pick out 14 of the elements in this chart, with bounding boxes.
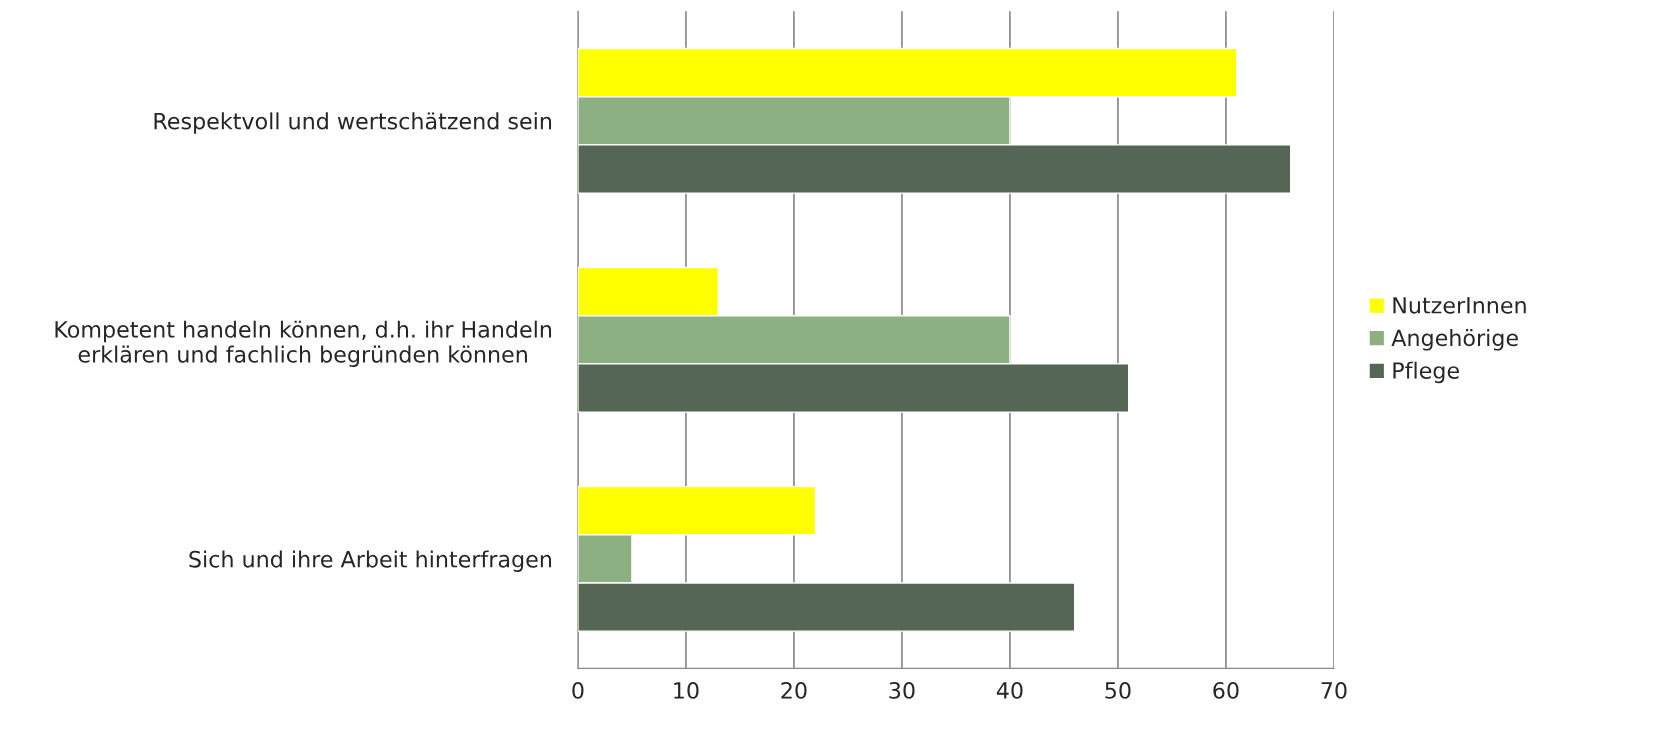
y-tick-label: Sich und ihre Arbeit hinterfragen [189, 550, 552, 572]
x-tick-label: 50 [1105, 681, 1131, 699]
x-tick-label: 20 [781, 681, 807, 699]
y-tick-label: Respektvoll und wertschätzend sein [154, 112, 552, 134]
x-tick-label: 60 [1213, 681, 1239, 699]
x-tick-label: 40 [996, 681, 1023, 699]
x-tick-label: 0 [572, 681, 584, 699]
x-tick-label: 10 [674, 681, 699, 699]
x-tick-label: 70 [1321, 681, 1347, 699]
legend-label: Pflege [1393, 361, 1459, 384]
legend-label: NutzerInnen [1393, 297, 1526, 314]
y-tick-label: Kompetent handeln können, d.h. ihr Handeln erklären und fachlich begründen können [55, 320, 552, 368]
x-tick-label: 30 [889, 681, 915, 699]
legend-label: Angehörige [1391, 329, 1518, 351]
